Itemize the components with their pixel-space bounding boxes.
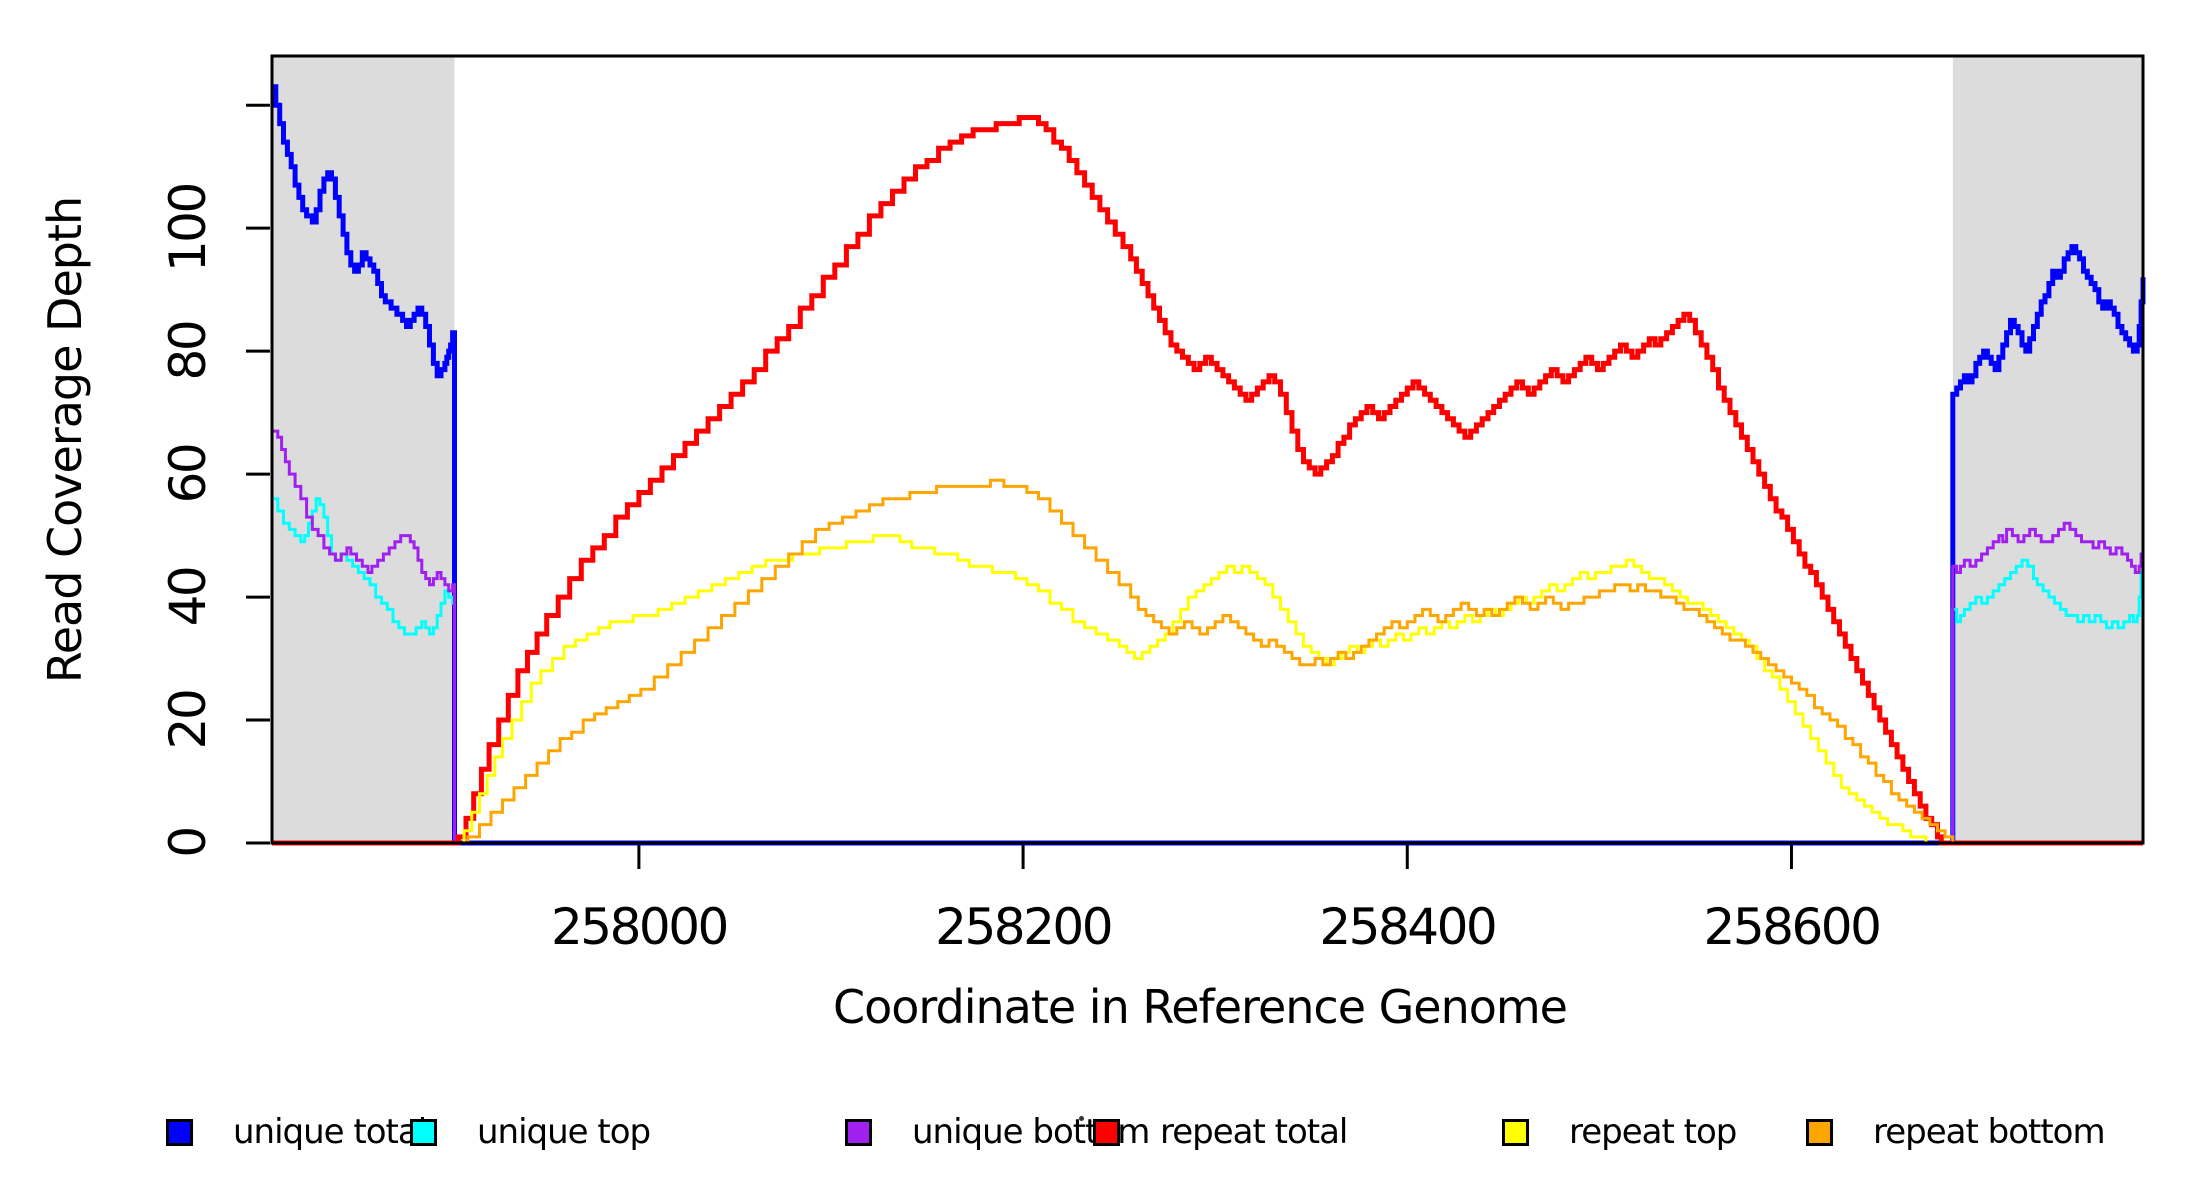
series-unique-total [272,84,2146,846]
y-tick-label: 40 [159,568,217,627]
y-tick-label: 0 [159,828,217,857]
legend-item-label: repeat bottom [1873,1112,2106,1152]
legend-swatch-icon [1502,1118,1529,1146]
legend-item-label: unique top [477,1112,651,1152]
x-tick-label: 258200 [935,898,1111,956]
legend-swatch-icon [410,1118,437,1146]
x-axis-title: Coordinate in Reference Genome [833,980,1568,1034]
y-tick-label: 60 [159,445,217,504]
legend-item-repeat-top: repeat top [1502,1112,1737,1152]
legend-item-label: unique total [233,1112,427,1152]
legend-item-label: repeat top [1569,1112,1737,1152]
y-tick-label: 80 [159,322,217,381]
legend-item-label: repeat total [1160,1112,1348,1152]
stray-mark [1079,1116,1084,1121]
shaded-region-left-flank [272,56,455,843]
x-tick-label: 258400 [1319,898,1495,956]
legend-swatch-icon [1806,1118,1833,1146]
series-repeat-top [272,534,2143,845]
series-repeat-bottom [272,478,2143,845]
x-tick-label: 258000 [551,898,727,956]
series-repeat-total [272,115,2143,846]
x-tick-label: 258600 [1704,898,1880,956]
y-tick-label: 100 [159,184,217,272]
legend-swatch-icon [166,1118,193,1146]
plot-border [270,54,2145,845]
legend-item-unique-total: unique total [166,1112,427,1152]
legend-item-repeat-bottom: repeat bottom [1806,1112,2106,1152]
legend-item-unique-top: unique top [410,1112,651,1152]
legend-swatch-icon [1093,1118,1120,1146]
legend: unique total unique top unique bottom repea… [0,1112,2200,1172]
y-axis-title: Read Coverage Depth [38,196,92,684]
legend-item-repeat-total: repeat total [1093,1112,1348,1152]
series-unique-bottom [272,429,2145,845]
y-tick-label: 20 [159,691,217,750]
shaded-region-right-flank [1952,56,2143,843]
legend-swatch-icon [845,1118,872,1146]
